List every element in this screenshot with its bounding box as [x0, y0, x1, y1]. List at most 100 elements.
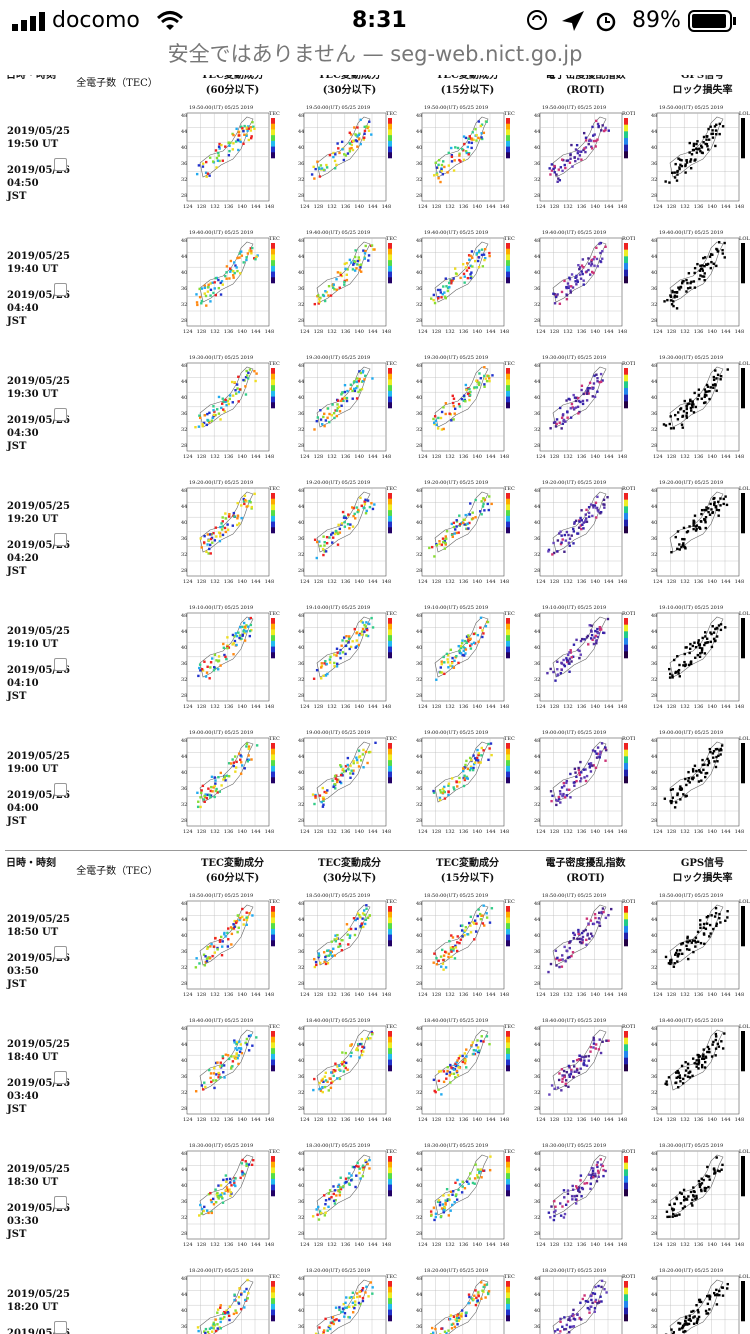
map-thumbnail[interactable]: 18:20:00(UT) 05/25 201948444036322812412… [292, 1266, 407, 1334]
checkbox[interactable] [54, 1196, 67, 1209]
lat-label: 44 [298, 254, 304, 260]
station-dot [566, 653, 570, 657]
map-thumbnail[interactable]: 18:20:00(UT) 05/25 201948444036322812412… [410, 1266, 525, 1334]
station-dot [194, 966, 198, 969]
station-dot [579, 780, 582, 783]
lon-label: 140 [590, 992, 600, 998]
station-dot [563, 279, 566, 283]
station-dot [217, 151, 220, 155]
station-dot [446, 1069, 449, 1073]
station-dot [579, 639, 583, 643]
checkbox[interactable] [54, 783, 67, 796]
checkbox[interactable] [54, 158, 67, 171]
lat-label: 28 [534, 443, 540, 449]
map-thumbnail[interactable]: 18:20:00(UT) 05/25 201948444036322812412… [175, 1266, 290, 1334]
lat-label: 44 [534, 1042, 540, 1048]
station-dot [452, 405, 455, 408]
station-dot [465, 776, 468, 780]
checkbox[interactable] [54, 533, 67, 546]
station-dot [322, 168, 326, 172]
station-dot [443, 672, 446, 676]
lat-label: 40 [181, 395, 187, 401]
url-bar[interactable]: 安全ではありません — seg-web.nict.go.jp [167, 42, 583, 66]
lon-label: 124 [653, 992, 663, 998]
station-dot [593, 374, 596, 377]
station-dot [694, 405, 697, 409]
station-dot [665, 1210, 669, 1213]
checkbox[interactable] [54, 946, 67, 959]
station-dot [691, 400, 694, 403]
lat-label: 32 [298, 677, 304, 683]
colorbar-label: TEC [269, 361, 280, 367]
station-dot [705, 135, 709, 138]
station-dot [675, 1197, 679, 1201]
checkbox[interactable] [54, 1071, 67, 1084]
station-dot [345, 639, 348, 643]
header-title: TEC変動成分 [200, 75, 265, 81]
lat-label: 28 [181, 693, 187, 699]
checkbox[interactable] [54, 658, 67, 671]
station-dot [695, 151, 699, 154]
station-dot [476, 914, 479, 918]
station-dot [720, 1040, 723, 1043]
station-dot [241, 625, 244, 629]
checkbox[interactable] [54, 283, 67, 296]
station-dot [722, 497, 725, 501]
station-dot [236, 930, 239, 934]
station-dot [553, 302, 557, 305]
lat-label: 40 [298, 1058, 304, 1064]
checkbox[interactable] [54, 408, 67, 421]
checkbox[interactable] [54, 1321, 67, 1334]
colorbar [388, 928, 392, 935]
station-dot [705, 138, 708, 141]
station-dot [568, 941, 571, 944]
station-dot [354, 249, 357, 252]
station-dot [441, 173, 444, 176]
